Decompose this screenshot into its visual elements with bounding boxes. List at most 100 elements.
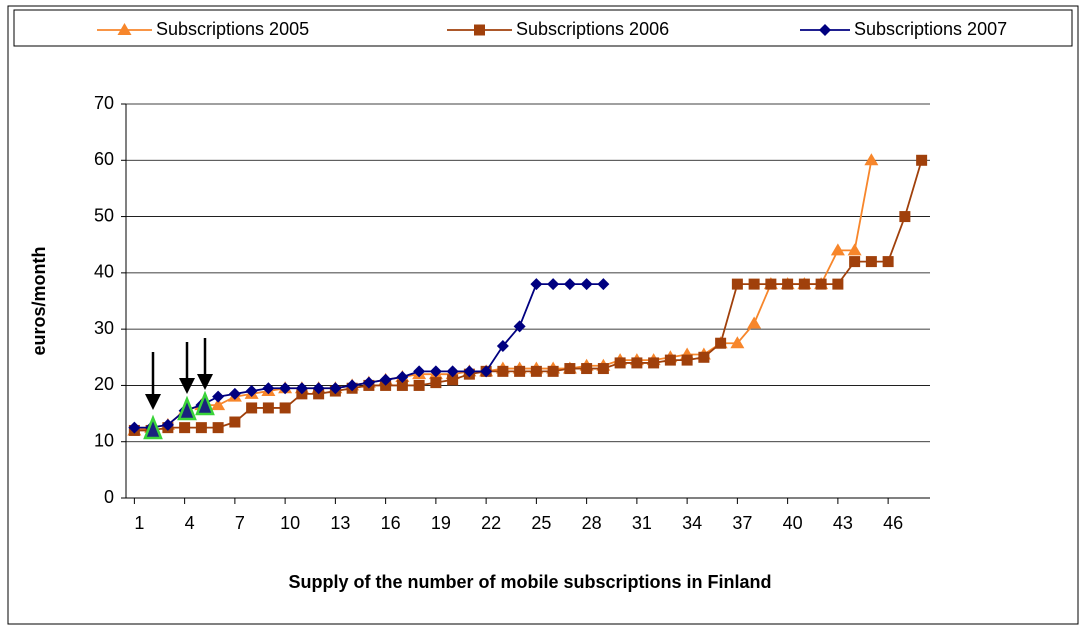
marker bbox=[664, 354, 676, 366]
marker bbox=[530, 365, 542, 377]
marker bbox=[547, 278, 560, 291]
marker bbox=[849, 256, 861, 268]
legend-label: Subscriptions 2005 bbox=[156, 19, 309, 39]
y-tick-label: 30 bbox=[94, 318, 114, 338]
y-axis-label: euros/month bbox=[29, 246, 49, 355]
marker bbox=[312, 382, 325, 395]
marker bbox=[329, 382, 342, 395]
marker bbox=[815, 278, 827, 290]
marker bbox=[514, 365, 526, 377]
arrow-head bbox=[145, 394, 161, 410]
marker bbox=[916, 154, 928, 166]
y-tick-label: 60 bbox=[94, 149, 114, 169]
x-tick-label: 19 bbox=[431, 513, 451, 533]
legend-marker bbox=[117, 23, 132, 35]
marker bbox=[413, 365, 426, 378]
marker bbox=[748, 278, 760, 290]
marker bbox=[128, 421, 141, 434]
marker bbox=[212, 390, 225, 403]
marker bbox=[362, 376, 375, 389]
marker bbox=[497, 365, 509, 377]
x-tick-label: 31 bbox=[632, 513, 652, 533]
highlight-marker bbox=[143, 414, 163, 440]
annotations bbox=[143, 338, 215, 440]
legend-marker bbox=[474, 24, 485, 36]
x-tick-label: 1 bbox=[134, 513, 144, 533]
x-tick-label: 4 bbox=[185, 513, 195, 533]
marker bbox=[530, 278, 543, 291]
marker bbox=[564, 363, 576, 375]
marker bbox=[161, 418, 174, 431]
x-tick-label: 7 bbox=[235, 513, 245, 533]
y-tick-label: 40 bbox=[94, 262, 114, 282]
y-tick-label: 0 bbox=[104, 487, 114, 507]
x-tick-label: 46 bbox=[883, 513, 903, 533]
marker bbox=[446, 365, 459, 378]
marker bbox=[429, 365, 442, 378]
x-tick-label: 22 bbox=[481, 513, 501, 533]
marker bbox=[681, 354, 693, 366]
marker bbox=[698, 351, 710, 363]
marker bbox=[195, 422, 207, 434]
marker bbox=[413, 379, 425, 391]
marker bbox=[246, 402, 258, 414]
x-tick-label: 13 bbox=[330, 513, 350, 533]
marker bbox=[798, 278, 810, 290]
marker bbox=[346, 379, 359, 392]
y-tick-label: 50 bbox=[94, 205, 114, 225]
marker bbox=[730, 336, 745, 349]
highlight-marker bbox=[177, 395, 197, 421]
marker bbox=[279, 402, 291, 414]
marker bbox=[563, 278, 576, 291]
chart-border bbox=[7, 5, 1079, 625]
marker bbox=[229, 416, 241, 428]
marker bbox=[262, 402, 274, 414]
marker bbox=[581, 363, 593, 375]
legend-marker bbox=[819, 24, 831, 36]
marker bbox=[379, 373, 392, 386]
marker bbox=[864, 153, 879, 166]
x-tick-label: 43 bbox=[833, 513, 853, 533]
marker bbox=[547, 365, 559, 377]
marker bbox=[447, 374, 459, 386]
x-tick-label: 37 bbox=[732, 513, 752, 533]
highlight-marker bbox=[195, 390, 215, 416]
arrow-head bbox=[179, 378, 195, 394]
marker bbox=[480, 365, 493, 378]
marker bbox=[832, 278, 844, 290]
marker bbox=[580, 278, 593, 291]
y-tick-label: 70 bbox=[94, 93, 114, 113]
marker bbox=[882, 256, 894, 268]
x-tick-label: 10 bbox=[280, 513, 300, 533]
legend-label: Subscriptions 2007 bbox=[854, 19, 1007, 39]
x-axis-label: Supply of the number of mobile subscript… bbox=[288, 572, 771, 592]
x-tick-label: 16 bbox=[381, 513, 401, 533]
x-tick-label: 40 bbox=[783, 513, 803, 533]
marker bbox=[715, 337, 727, 349]
marker bbox=[782, 278, 794, 290]
marker bbox=[279, 382, 292, 395]
marker bbox=[830, 243, 845, 256]
marker bbox=[597, 363, 609, 375]
marker bbox=[513, 320, 526, 333]
marker bbox=[396, 379, 408, 391]
x-tick-label: 34 bbox=[682, 513, 702, 533]
legend-label: Subscriptions 2006 bbox=[516, 19, 669, 39]
marker bbox=[396, 370, 409, 383]
marker bbox=[765, 278, 777, 290]
marker bbox=[747, 316, 762, 329]
marker bbox=[228, 387, 241, 400]
marker bbox=[295, 382, 308, 395]
legend-box bbox=[13, 9, 1073, 47]
marker bbox=[211, 398, 226, 411]
y-tick-label: 20 bbox=[94, 374, 114, 394]
marker bbox=[179, 422, 191, 434]
marker bbox=[430, 377, 442, 389]
x-tick-label: 28 bbox=[582, 513, 602, 533]
marker bbox=[212, 422, 224, 434]
marker bbox=[847, 243, 862, 256]
marker bbox=[865, 256, 877, 268]
marker bbox=[597, 278, 610, 291]
arrow-head bbox=[197, 374, 213, 390]
